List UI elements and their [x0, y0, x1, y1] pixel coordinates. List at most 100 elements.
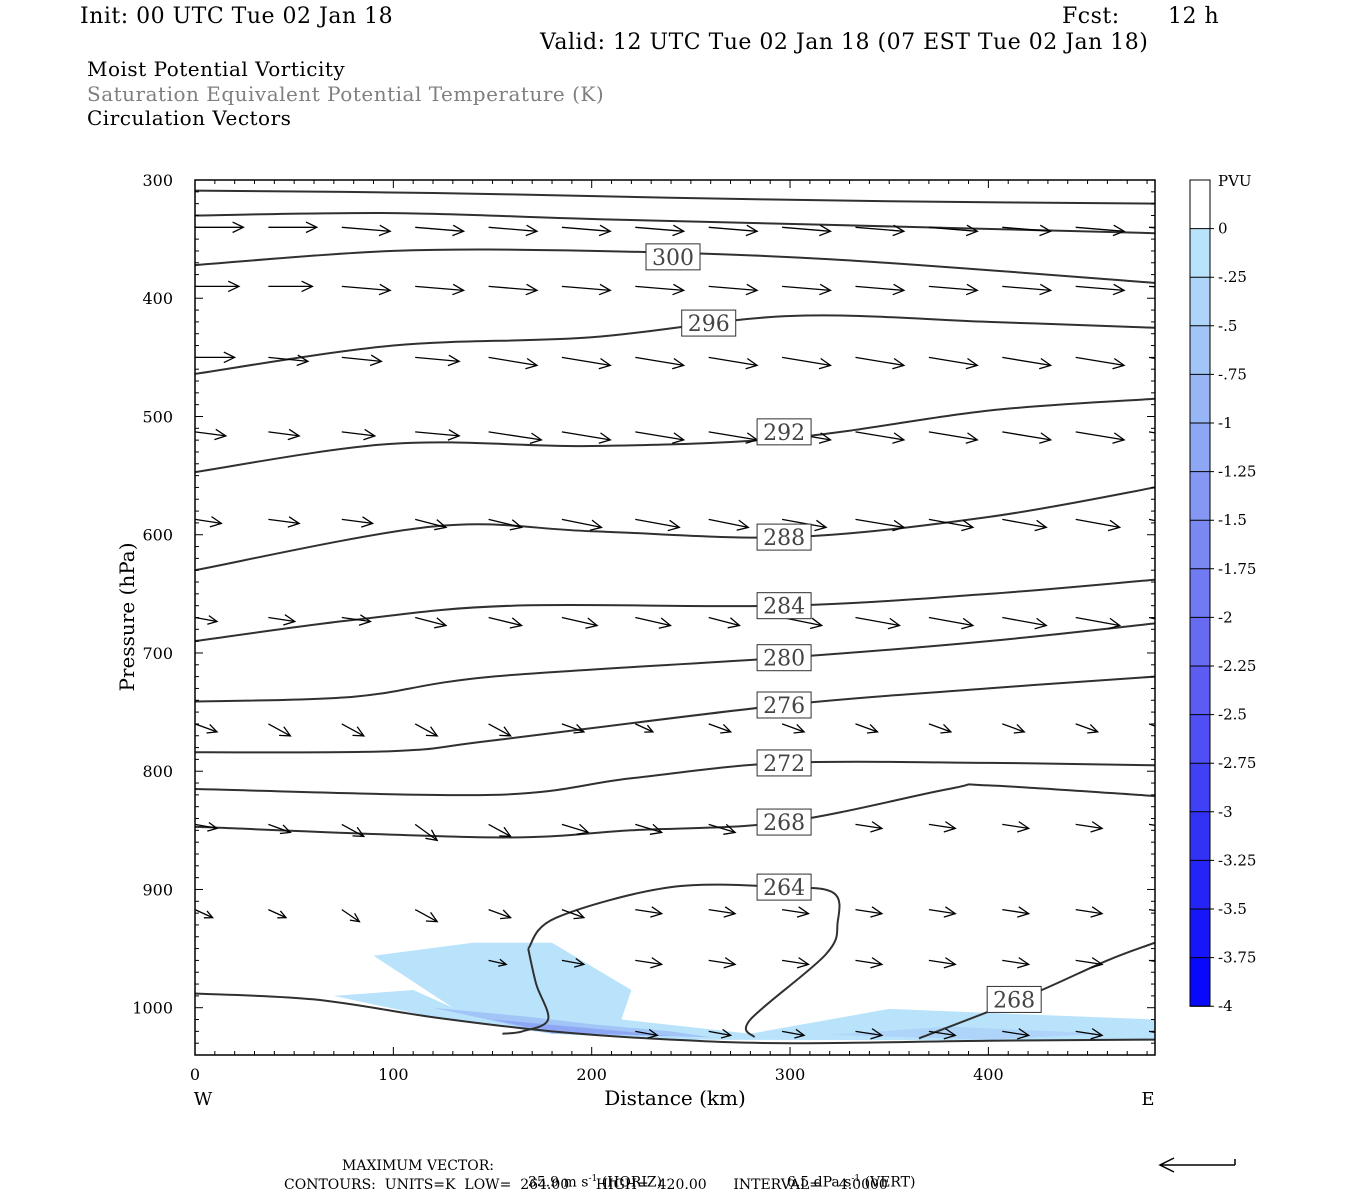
vector-arrow	[268, 221, 319, 234]
vector-arrow	[928, 821, 957, 833]
vector-head	[1039, 432, 1053, 444]
vector-arrow	[635, 616, 672, 629]
vector-head	[649, 823, 664, 835]
theta-es-contours	[195, 189, 1155, 1045]
contour-label-box	[756, 749, 812, 777]
vector-arrow	[415, 616, 448, 629]
vector-shaft	[268, 823, 291, 834]
vector-shaft	[341, 285, 391, 292]
colorbar-swatch	[1190, 277, 1210, 326]
vector-shaft	[1002, 823, 1029, 830]
vector-shaft	[782, 908, 809, 915]
vector-arrow	[635, 906, 664, 918]
vector-head	[1039, 357, 1053, 370]
vector-shaft	[488, 285, 538, 292]
vector-head	[1017, 1028, 1031, 1040]
vector-arrow	[708, 616, 741, 629]
vector-head	[965, 357, 979, 370]
colorbar-label: 0	[1218, 220, 1228, 238]
vector-shaft	[341, 431, 375, 437]
vector-shaft	[635, 356, 684, 367]
vector-head	[650, 957, 664, 969]
colorbar-label: -2	[1218, 608, 1233, 626]
vector-head	[793, 723, 806, 734]
vector-arrow	[561, 723, 586, 734]
contour-label-284: 284	[756, 592, 812, 620]
vector-shaft	[268, 723, 291, 737]
vector-head	[794, 1028, 806, 1039]
vector-head	[745, 357, 759, 370]
vector-shaft	[488, 823, 511, 837]
contour-label-280: 280	[756, 644, 812, 672]
vector-head	[814, 519, 828, 532]
contour-label-text: 288	[763, 526, 805, 551]
vector-head	[892, 224, 906, 237]
vector-shaft	[341, 909, 360, 923]
vector-shaft	[561, 723, 585, 733]
vector-head	[961, 617, 975, 630]
vector-head	[287, 428, 301, 441]
contour-label-box	[645, 243, 701, 271]
colorbar-swatch	[1190, 666, 1210, 715]
vector-arrow	[855, 821, 884, 833]
contour-label-text: 280	[763, 647, 805, 672]
vector-arrow	[635, 518, 681, 532]
vector-head	[585, 617, 599, 629]
vector-arrow	[1002, 224, 1053, 237]
vector-head	[1017, 957, 1031, 969]
vector-arrow	[1002, 906, 1031, 918]
vector-arrow	[855, 356, 906, 370]
vector-shaft	[1075, 823, 1103, 830]
vector-arrow	[488, 431, 543, 445]
vector-shaft	[1075, 723, 1098, 733]
vector-head	[223, 351, 237, 364]
vector-head	[723, 957, 737, 969]
colorbar-label: -.25	[1218, 268, 1247, 286]
horiz-unit: (HORIZ)	[601, 1174, 663, 1191]
vector-arrow	[561, 283, 612, 296]
colorbar-swatch	[1190, 228, 1210, 278]
vector-arrow	[1148, 723, 1155, 727]
vector-arrow	[488, 908, 513, 920]
vector-head	[943, 957, 957, 969]
vector-head	[349, 912, 361, 923]
vector-head	[378, 283, 392, 296]
contour-label-text: 296	[688, 312, 730, 337]
vector-arrow	[708, 356, 759, 370]
vector-head	[672, 283, 686, 296]
colorbar-label: -3	[1218, 803, 1233, 821]
vector-shaft	[341, 226, 391, 232]
pv-colorbar: PVU 0 -.25 -.5 -.75 -1 -1.25 -1.5 -1.75 -2 -2.25 -2…	[1189, 172, 1256, 1015]
pv-region-2	[492, 1019, 671, 1037]
vector-shaft	[414, 909, 438, 923]
colorbar-label: -3.75	[1218, 949, 1256, 967]
vector-head	[1034, 617, 1048, 630]
max-vector-horiz: 35.9 m s-1 (HORIZ)	[519, 1158, 662, 1191]
vector-arrow	[781, 356, 832, 370]
vector-shaft	[561, 226, 611, 232]
contour-label-text: 284	[763, 595, 805, 620]
y-tick-label: 500	[142, 407, 173, 426]
vector-shaft	[488, 616, 522, 627]
vector-shaft	[635, 823, 662, 834]
vector-shaft	[195, 616, 218, 623]
vector-shaft	[855, 518, 905, 529]
contour-304-0	[195, 189, 1155, 205]
vector-head	[1112, 357, 1126, 370]
vector-head	[866, 723, 879, 734]
vector-head	[360, 516, 375, 528]
colorbar-swatch	[1190, 471, 1210, 521]
vector-shaft	[488, 723, 511, 737]
vector-arrow	[1075, 821, 1104, 833]
contour-label-text: 268	[763, 811, 805, 836]
vector-arrow	[561, 957, 586, 968]
vector-arrow	[488, 356, 539, 370]
vert-value: 6.5 dPa s	[786, 1174, 852, 1191]
vector-head	[809, 617, 824, 630]
contour-label-box	[756, 523, 812, 551]
vector-head	[598, 432, 612, 444]
vector-arrow	[561, 356, 612, 370]
vector-head	[1112, 224, 1126, 237]
colorbar-label: -2.25	[1218, 657, 1256, 675]
vert-unit: (VERT)	[864, 1174, 916, 1191]
